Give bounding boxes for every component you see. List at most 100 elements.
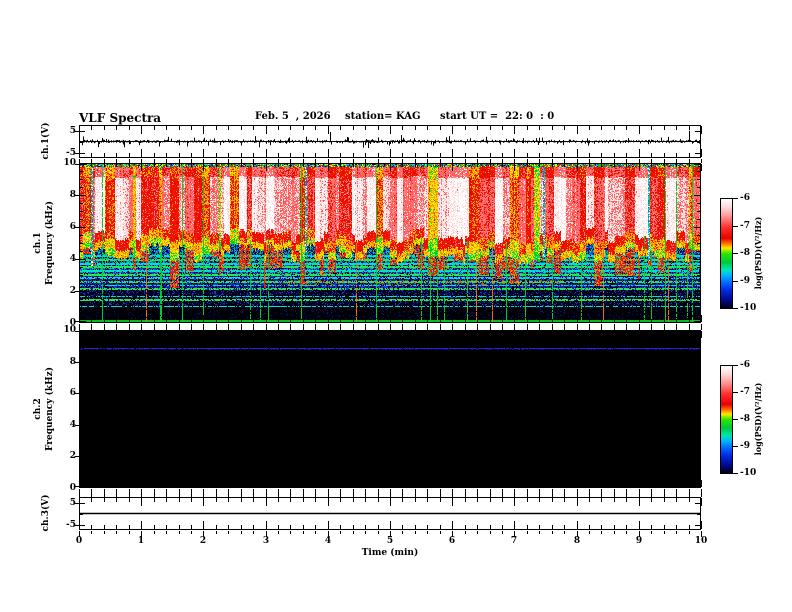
axis-tick	[166, 126, 167, 130]
axis-tick	[564, 159, 565, 163]
axis-tick	[253, 331, 254, 334]
axis-tick	[290, 126, 291, 130]
axis-tick	[266, 159, 267, 163]
axis-tick	[427, 525, 428, 529]
axis-tick	[514, 331, 515, 338]
axis-tick	[697, 267, 700, 268]
axis-tick	[440, 319, 441, 322]
axis-tick	[80, 299, 83, 300]
x-tick-label: 10	[694, 536, 708, 546]
axis-tick	[415, 324, 416, 330]
axis-tick	[216, 484, 217, 487]
axis-tick	[79, 126, 80, 134]
axis-tick	[378, 484, 379, 487]
axis-tick	[166, 164, 167, 167]
axis-tick	[179, 126, 180, 130]
axis-tick	[589, 331, 590, 334]
axis-tick	[179, 484, 180, 487]
axis-tick	[694, 393, 700, 394]
axis-tick	[353, 319, 354, 322]
axis-tick	[664, 484, 665, 487]
axis-tick	[564, 525, 565, 529]
axis-tick	[695, 525, 700, 526]
axis-tick	[241, 489, 242, 497]
axis-tick	[365, 159, 366, 163]
axis-tick	[365, 489, 366, 497]
axis-tick	[697, 441, 700, 442]
axis-tick	[216, 126, 217, 130]
axis-tick	[228, 498, 229, 502]
axis-tick	[697, 449, 700, 450]
axis-tick	[141, 315, 142, 322]
axis-tick	[179, 324, 180, 330]
axis-tick	[216, 531, 217, 534]
axis-tick	[589, 531, 590, 534]
axis-tick	[701, 164, 702, 171]
axis-tick	[104, 153, 105, 157]
axis-tick	[390, 164, 391, 171]
axis-tick	[116, 331, 117, 334]
axis-tick	[328, 126, 329, 134]
ch1-spectrogram-canvas	[80, 164, 700, 322]
axis-tick	[502, 531, 503, 534]
axis-tick	[80, 362, 86, 363]
axis-tick	[697, 219, 700, 220]
axis-tick	[733, 419, 738, 420]
axis-tick	[390, 521, 391, 529]
axis-tick	[402, 159, 403, 163]
axis-tick	[141, 149, 142, 157]
axis-tick	[440, 531, 441, 534]
axis-tick	[228, 324, 229, 330]
axis-tick	[676, 484, 677, 487]
axis-tick	[490, 164, 491, 167]
axis-tick	[390, 480, 391, 487]
axis-tick	[253, 159, 254, 163]
axis-tick	[390, 149, 391, 157]
axis-tick	[527, 484, 528, 487]
axis-tick	[490, 498, 491, 502]
axis-tick	[315, 331, 316, 334]
axis-tick	[502, 153, 503, 157]
axis-tick	[80, 275, 83, 276]
axis-tick	[179, 531, 180, 534]
axis-tick	[340, 498, 341, 502]
axis-tick	[639, 331, 640, 338]
axis-tick	[303, 525, 304, 529]
axis-tick	[241, 531, 242, 534]
axis-tick	[639, 531, 640, 537]
freq-tick-label: 0	[69, 318, 76, 328]
axis-tick	[539, 484, 540, 487]
axis-tick	[80, 441, 83, 442]
x-tick-label: 6	[448, 536, 456, 546]
axis-tick	[80, 153, 85, 154]
axis-tick	[697, 307, 700, 308]
freq-tick-label: 8	[69, 357, 76, 367]
axis-tick	[552, 531, 553, 534]
axis-tick	[697, 409, 700, 410]
axis-tick	[427, 153, 428, 157]
freq-tick-label: 0	[69, 483, 76, 493]
colorbar-ch1-label: log(PSD)(V²/Hz)	[753, 216, 763, 290]
axis-tick	[353, 126, 354, 130]
axis-tick	[303, 489, 304, 497]
axis-tick	[290, 319, 291, 322]
axis-tick	[79, 159, 80, 163]
axis-tick	[290, 484, 291, 487]
axis-tick	[589, 126, 590, 130]
axis-tick	[328, 521, 329, 529]
axis-tick	[676, 159, 677, 163]
axis-tick	[402, 489, 403, 497]
axis-tick	[154, 319, 155, 322]
axis-tick	[104, 498, 105, 502]
axis-tick	[353, 153, 354, 157]
axis-tick	[502, 498, 503, 502]
axis-tick	[241, 498, 242, 502]
axis-tick	[697, 338, 700, 339]
axis-tick	[80, 291, 86, 292]
axis-tick	[490, 153, 491, 157]
axis-tick	[80, 251, 83, 252]
axis-tick	[253, 531, 254, 534]
freq-tick-label: 6	[69, 388, 76, 398]
axis-tick	[241, 324, 242, 330]
axis-tick	[514, 498, 515, 506]
